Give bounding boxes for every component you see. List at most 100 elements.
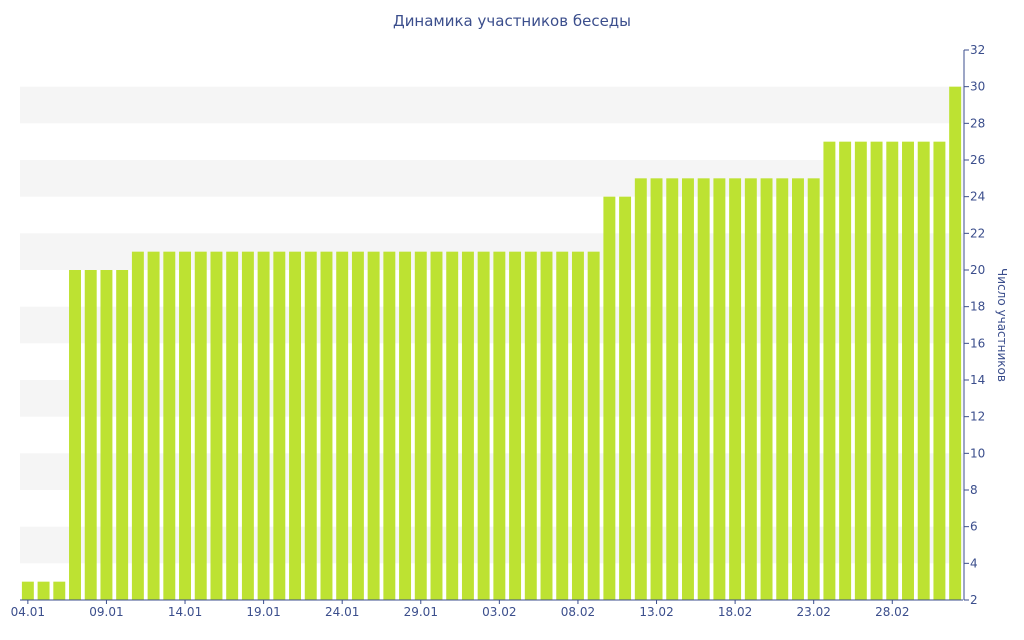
y-tick-label: 28 [970, 116, 985, 130]
bar [461, 251, 474, 600]
bar [21, 581, 34, 600]
background-bands [20, 86, 963, 564]
bar [619, 196, 632, 600]
bar [681, 178, 694, 601]
bars [21, 86, 962, 601]
bar [477, 251, 490, 600]
x-tick-label: 29.01 [404, 605, 438, 619]
background-band [20, 306, 963, 344]
bar [414, 251, 427, 600]
x-tick-label: 09.01 [89, 605, 123, 619]
bar [194, 251, 207, 600]
background-band [20, 160, 963, 197]
bar [509, 251, 522, 600]
bar [446, 251, 459, 600]
bar [100, 270, 113, 600]
y-axis-title: Число участников [995, 268, 1009, 382]
bar [147, 251, 160, 600]
bar [367, 251, 380, 600]
bar [776, 178, 789, 601]
chart-title: Динамика участников беседы [392, 12, 632, 30]
bar [603, 196, 616, 600]
bar [917, 141, 930, 600]
bar [273, 251, 286, 600]
bar [430, 251, 443, 600]
y-tick-label: 10 [970, 446, 985, 460]
x-tick-label: 14.01 [168, 605, 202, 619]
bar [336, 251, 349, 600]
bar [210, 251, 223, 600]
background-band [20, 380, 963, 417]
bar [650, 178, 663, 601]
bar [587, 251, 600, 600]
x-tick-label: 13.02 [639, 605, 673, 619]
y-tick-label: 8 [970, 483, 978, 497]
bar [37, 581, 50, 600]
bar [241, 251, 254, 600]
y-tick-label: 20 [970, 263, 985, 277]
bar [666, 178, 679, 601]
bar [854, 141, 867, 600]
x-tick-label: 03.02 [482, 605, 516, 619]
y-tick-label: 30 [970, 80, 985, 94]
bar [634, 178, 647, 601]
background-band [20, 86, 963, 124]
y-tick-label: 32 [970, 43, 985, 57]
bar [351, 251, 364, 600]
background-band [20, 526, 963, 564]
x-tick-label: 23.02 [797, 605, 831, 619]
y-tick-label: 18 [970, 300, 985, 314]
bar [53, 581, 66, 600]
bar [116, 270, 129, 600]
y-tick-label: 14 [970, 373, 985, 387]
bar [792, 178, 804, 601]
bar [902, 141, 914, 600]
bar [163, 251, 176, 600]
bar [226, 251, 239, 600]
bar [823, 141, 836, 600]
bar [383, 251, 396, 600]
bar [713, 178, 726, 601]
x-tick-label: 24.01 [325, 605, 359, 619]
y-tick-label: 12 [970, 410, 985, 424]
bar [697, 178, 710, 601]
bar [807, 178, 820, 601]
x-tick-label: 28.02 [875, 605, 909, 619]
background-band [20, 453, 963, 490]
bar [69, 270, 81, 600]
bar [839, 141, 852, 600]
bar [524, 251, 537, 600]
bar [131, 251, 144, 600]
y-tick-label: 16 [970, 336, 985, 350]
x-tick-label: 18.02 [718, 605, 752, 619]
bar [744, 178, 757, 601]
y-tick-label: 2 [970, 593, 978, 607]
bar [571, 251, 584, 600]
y-tick-label: 26 [970, 153, 985, 167]
bar [556, 251, 569, 600]
bar [179, 251, 191, 600]
bar [540, 251, 553, 600]
bar [289, 251, 302, 600]
x-axis: 04.01 09.01 14.01 19.01 24.01 29.01 03.02 08.02… [11, 599, 963, 619]
x-tick-label: 08.02 [561, 605, 595, 619]
y-tick-label: 6 [970, 520, 978, 534]
bar [493, 251, 506, 600]
x-tick-label: 04.01 [11, 605, 45, 619]
bar [84, 270, 97, 600]
x-tick-label: 19.01 [246, 605, 280, 619]
bar [760, 178, 773, 601]
y-tick-label: 22 [970, 226, 985, 240]
bar [949, 86, 962, 600]
bar [886, 141, 899, 600]
bar [870, 141, 883, 600]
bar [257, 251, 270, 600]
bar [933, 141, 946, 600]
bar [729, 178, 742, 601]
y-tick-label: 24 [970, 190, 985, 204]
background-band [20, 233, 963, 270]
bar [320, 251, 333, 600]
bar [399, 251, 412, 600]
